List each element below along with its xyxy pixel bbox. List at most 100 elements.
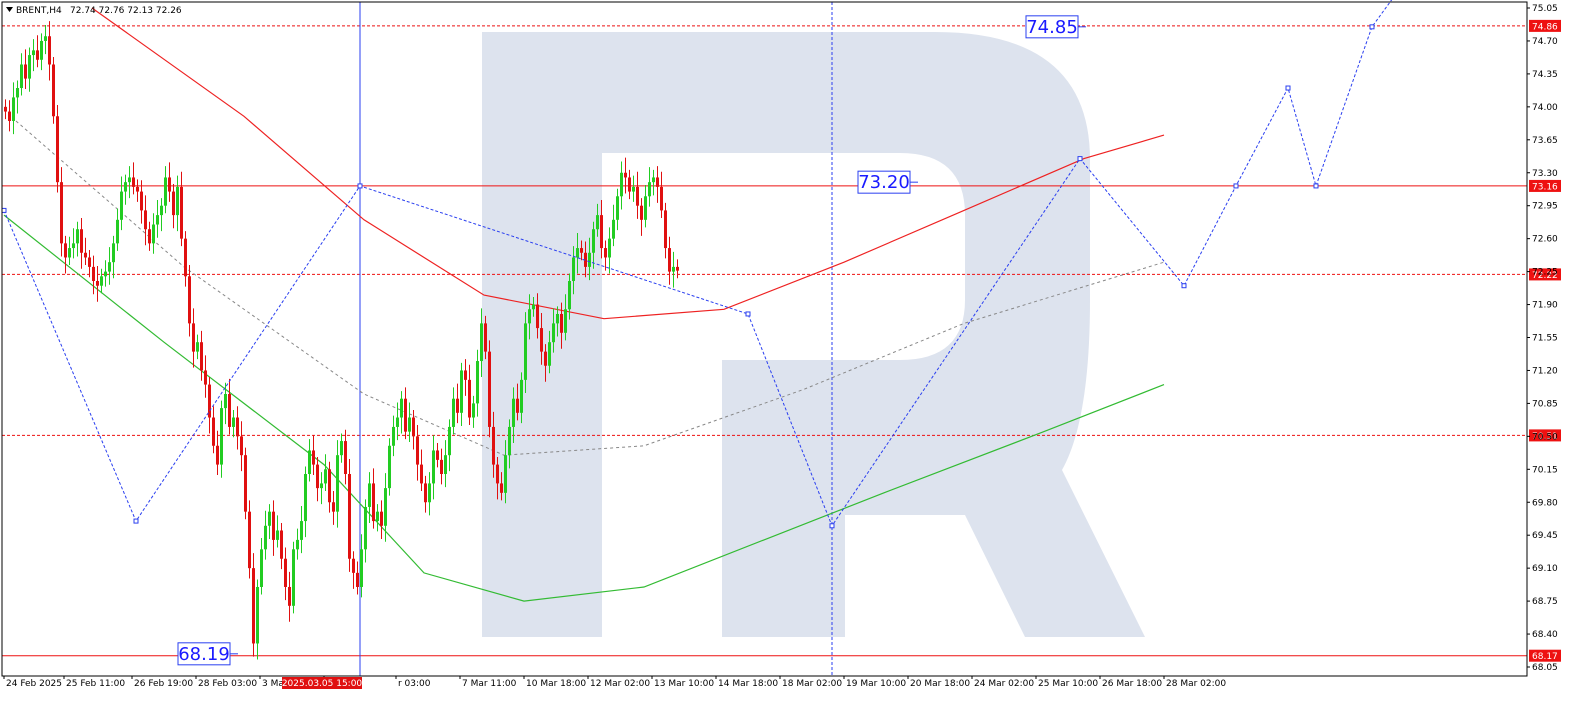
moving-average-green-line bbox=[3, 214, 1165, 602]
candle-body bbox=[404, 398, 407, 432]
candle-body bbox=[416, 436, 419, 465]
candle-body bbox=[224, 393, 227, 409]
price-level-badge bbox=[1529, 179, 1561, 192]
x-tick-label: 25 Feb 11:00 bbox=[66, 679, 125, 689]
candle-body bbox=[68, 248, 71, 258]
candle-body bbox=[596, 215, 599, 230]
candle-body bbox=[172, 191, 175, 216]
x-tick-label: 28 Feb 03:00 bbox=[198, 679, 257, 689]
candle-body bbox=[324, 469, 327, 484]
candle-body bbox=[480, 323, 483, 362]
y-tick-label: 69.45 bbox=[1532, 531, 1558, 541]
symbol-label: BRENT,H4 bbox=[16, 6, 62, 16]
candle-body bbox=[92, 266, 95, 282]
candle-body bbox=[184, 238, 187, 277]
x-tick-label: 18 Mar 02:00 bbox=[782, 679, 842, 689]
y-tick-label: 68.05 bbox=[1532, 663, 1558, 673]
candle-body bbox=[452, 398, 455, 427]
y-tick-label: 73.30 bbox=[1532, 169, 1558, 179]
x-tick-label: 2025.03.05 15:00 bbox=[282, 679, 363, 689]
candle-body bbox=[604, 248, 607, 258]
x-tick-label: 26 Mar 18:00 bbox=[1102, 679, 1162, 689]
price-level-label: 73.16 bbox=[1532, 182, 1558, 192]
y-tick-label: 72.95 bbox=[1532, 202, 1558, 212]
candle-body bbox=[620, 172, 623, 197]
candle-body bbox=[40, 40, 43, 60]
candle-body bbox=[460, 370, 463, 413]
candle-body bbox=[236, 417, 239, 437]
candle-body bbox=[328, 469, 331, 503]
x-tick-label: 13 Mar 10:00 bbox=[654, 679, 714, 689]
candle-body bbox=[32, 50, 35, 56]
x-tick-label: r 03:00 bbox=[398, 679, 431, 689]
candle-body bbox=[188, 276, 191, 324]
candle-body bbox=[576, 248, 579, 258]
candle-body bbox=[516, 398, 519, 413]
candle-body bbox=[192, 323, 195, 352]
candle-body bbox=[320, 483, 323, 489]
candle-body bbox=[584, 252, 587, 267]
candle-body bbox=[572, 257, 575, 282]
candle-body bbox=[80, 229, 83, 253]
x-tick-label: 20 Mar 18:00 bbox=[910, 679, 970, 689]
price-level-label: 70.51 bbox=[1532, 432, 1558, 442]
candle-body bbox=[444, 455, 447, 475]
forecast-node bbox=[1, 207, 7, 213]
candle-body bbox=[428, 483, 431, 503]
candle-body bbox=[220, 408, 223, 465]
candle-body bbox=[136, 186, 139, 192]
price-level-badge bbox=[1529, 19, 1561, 32]
candle-body bbox=[464, 370, 467, 380]
candle-body bbox=[580, 248, 583, 253]
forecast-node bbox=[1369, 24, 1375, 30]
candle-body bbox=[356, 572, 359, 587]
candle-body bbox=[64, 243, 67, 258]
candle-body bbox=[336, 455, 339, 512]
candle-body bbox=[488, 351, 491, 427]
candle-body bbox=[520, 379, 523, 413]
candle-body bbox=[288, 586, 291, 606]
candle-body bbox=[376, 511, 379, 522]
candle-body bbox=[664, 210, 667, 249]
candle-body bbox=[48, 36, 51, 65]
candle-body bbox=[264, 525, 267, 550]
candle-body bbox=[588, 252, 591, 267]
candle-body bbox=[640, 205, 643, 220]
candle-body bbox=[60, 182, 63, 244]
y-tick-label: 68.40 bbox=[1532, 630, 1558, 640]
candle-body bbox=[276, 530, 279, 540]
menu-triangle-icon[interactable] bbox=[6, 7, 13, 12]
candle-body bbox=[612, 219, 615, 239]
candle-body bbox=[72, 243, 75, 249]
x-tick-label: 26 Feb 19:00 bbox=[134, 679, 193, 689]
trend-line-grey bbox=[15, 120, 1165, 456]
candle-body bbox=[164, 177, 167, 206]
candle-body bbox=[448, 426, 451, 456]
axes: 75.05 74.70 74.35 74.00 73.65 73.30 72.95 72.60… bbox=[1, 1, 1558, 689]
candle-body bbox=[140, 191, 143, 211]
x-tick-label: 19 Mar 10:00 bbox=[846, 679, 906, 689]
price-level-label: 68.17 bbox=[1532, 652, 1558, 662]
forecast-node bbox=[1233, 183, 1239, 189]
candle-body bbox=[204, 370, 207, 385]
y-tick-label: 72.25 bbox=[1532, 268, 1558, 278]
y-tick-label: 73.65 bbox=[1532, 136, 1558, 146]
candle-body bbox=[156, 215, 159, 225]
candle-body bbox=[348, 474, 351, 559]
forecast-node bbox=[357, 183, 363, 189]
candle-body bbox=[456, 398, 459, 413]
candle-body bbox=[504, 455, 507, 493]
candle-body bbox=[248, 511, 251, 569]
candle-body bbox=[268, 511, 271, 526]
x-tick-label: 28 Mar 02:00 bbox=[1166, 679, 1226, 689]
y-tick-label: 74.00 bbox=[1532, 103, 1558, 113]
x-tick-label: 25 Mar 10:00 bbox=[1038, 679, 1098, 689]
y-tick-label: 70.50 bbox=[1532, 432, 1558, 442]
candle-body bbox=[44, 36, 47, 41]
candle-body bbox=[52, 64, 55, 117]
candle-body bbox=[56, 116, 59, 183]
candle-body bbox=[652, 177, 655, 183]
annotation-label: 74.85 bbox=[1026, 17, 1078, 38]
candle-body bbox=[340, 441, 343, 456]
